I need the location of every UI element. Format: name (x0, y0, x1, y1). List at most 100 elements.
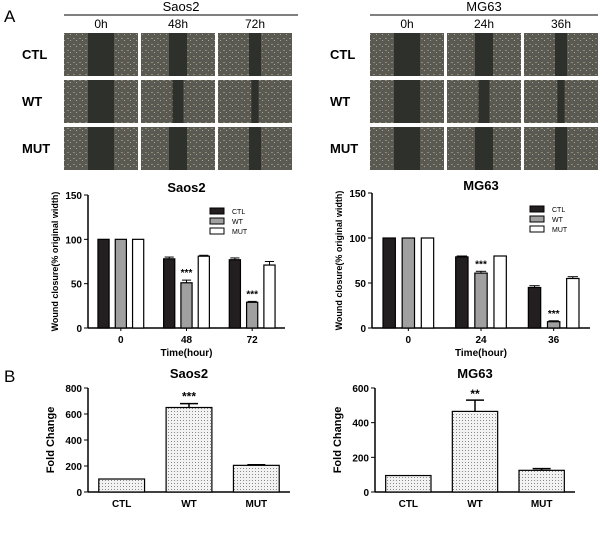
bar-wt (546, 321, 561, 329)
wound-gap (475, 127, 493, 170)
legend-label: WT (552, 217, 564, 224)
wound-gap (249, 33, 261, 76)
y-tick-label: 50 (355, 279, 367, 290)
chart-2: 0 200 400 600 800 Fold Change Saos2 CTL WT MUT *** (45, 366, 290, 510)
bar-ctl (385, 474, 432, 493)
x-tick-label: WT (181, 499, 197, 510)
y-tick-label: 0 (76, 488, 82, 499)
y-axis-label: Fold Change (332, 407, 344, 474)
row-label: MUT (22, 141, 50, 156)
bar-ctl (163, 258, 176, 329)
wound-gap (394, 33, 420, 76)
x-axis-label: Time(hour) (160, 348, 212, 359)
significance-label: *** (182, 390, 196, 404)
y-tick-label: 0 (360, 324, 366, 335)
bar-mut (131, 238, 145, 329)
bar-mut (493, 255, 507, 329)
legend-swatch (529, 215, 545, 223)
bar-ctl (98, 478, 146, 493)
significance-label: *** (181, 268, 193, 279)
y-axis-label: Wound closure(% original width) (334, 191, 344, 331)
y-tick-label: 0 (76, 324, 82, 335)
wound-gap (251, 80, 259, 123)
panel-label-b: B (4, 367, 15, 386)
y-tick-label: 50 (71, 280, 83, 291)
bar-wt (114, 238, 128, 329)
y-tick-label: 800 (65, 384, 82, 395)
legend-swatch (529, 205, 545, 213)
legend-label: MUT (232, 229, 248, 236)
wound-gap (394, 127, 420, 170)
bar-ctl (527, 286, 542, 329)
wound-gap (475, 33, 493, 76)
x-tick-label: 24 (475, 335, 487, 346)
panel-label-a: A (4, 7, 16, 26)
x-tick-label: 0 (118, 335, 124, 346)
y-tick-label: 400 (65, 436, 82, 447)
y-tick-label: 100 (349, 234, 366, 245)
bar-wt (180, 282, 193, 329)
legend-label: CTL (232, 209, 245, 216)
chart-title: Saos2 (167, 180, 205, 195)
y-tick-label: 400 (352, 419, 369, 430)
y-tick-label: 600 (65, 410, 82, 421)
wound-gap (169, 127, 187, 170)
bar-ctl (455, 256, 469, 329)
x-tick-label: MUT (245, 499, 267, 510)
y-tick-label: 600 (352, 384, 369, 395)
legend-label: MUT (552, 227, 568, 234)
x-tick-label: 72 (247, 335, 259, 346)
wound-gap (88, 33, 114, 76)
bar-ctl (382, 237, 396, 329)
bar-ctl (97, 238, 110, 329)
bar-mut (197, 255, 210, 329)
row-label: CTL (22, 47, 47, 62)
y-axis-label: Wound closure(% original width) (50, 192, 60, 332)
cell-line-header: Saos2 (163, 0, 200, 14)
x-tick-label: 36 (548, 335, 560, 346)
time-label: 72h (245, 17, 265, 31)
legend-swatch (209, 217, 225, 225)
significance-label: *** (246, 289, 258, 300)
chart-title: Saos2 (170, 366, 208, 381)
legend-swatch (529, 225, 545, 233)
wound-gap (555, 33, 567, 76)
bar-wt (451, 410, 499, 493)
wound-gap (88, 80, 114, 123)
chart-1: 0 50 100 150 Wound closure(% original width)… (334, 178, 590, 359)
bar-mut (566, 277, 580, 329)
wound-gap (88, 127, 114, 170)
significance-label: ** (470, 387, 480, 401)
wound-gap (172, 80, 184, 123)
bar-mut (518, 469, 565, 493)
chart-title: MG63 (463, 178, 498, 193)
bar-wt (165, 406, 213, 493)
y-tick-label: 200 (65, 462, 82, 473)
y-tick-label: 150 (65, 191, 82, 202)
time-label: 36h (551, 17, 571, 31)
wound-gap (557, 80, 565, 123)
wound-gap (249, 127, 261, 170)
time-label: 0h (94, 17, 107, 31)
cell-line-header: MG63 (466, 0, 501, 14)
row-label: MUT (330, 141, 358, 156)
chart-0: 0 50 100 150 Wound closure(% original width)… (50, 180, 285, 359)
time-label: 24h (474, 17, 494, 31)
bar-mut (263, 264, 276, 329)
wound-gap (478, 80, 490, 123)
significance-label: *** (548, 309, 560, 320)
bar-wt (474, 272, 488, 329)
x-tick-label: 0 (406, 335, 412, 346)
significance-label: *** (475, 259, 487, 270)
y-tick-label: 100 (65, 235, 82, 246)
row-label: CTL (330, 47, 355, 62)
bar-ctl (228, 259, 242, 329)
time-label: 0h (400, 17, 413, 31)
x-tick-label: CTL (399, 499, 418, 510)
wound-gap (394, 80, 420, 123)
x-tick-label: WT (467, 499, 483, 510)
x-tick-label: 48 (181, 335, 193, 346)
row-label: WT (330, 94, 350, 109)
